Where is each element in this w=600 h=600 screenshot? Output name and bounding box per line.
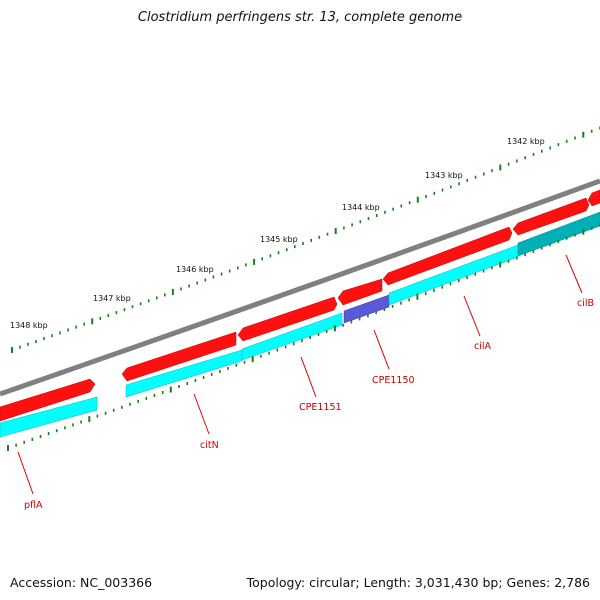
leader-line-cilB xyxy=(565,254,583,294)
map-title: Clostridium perfringens str. 13, complet… xyxy=(137,10,463,25)
ruler-ticks-outer xyxy=(11,126,600,353)
kbp-label-1348: 1348 kbp xyxy=(10,321,48,330)
gene-bar-CPE1151 xyxy=(241,312,343,361)
gene-arrow-7 xyxy=(587,189,600,207)
reverse-strand-track xyxy=(0,211,600,438)
gene-bar-cilB xyxy=(517,211,600,257)
leader-line-cilA xyxy=(463,295,481,337)
leader-line-CPE1151 xyxy=(300,356,317,398)
gene-arrow-4 xyxy=(337,278,383,306)
kbp-label-1342: 1342 kbp xyxy=(507,137,545,146)
leader-line-CPE1150 xyxy=(373,329,390,370)
gene-label-citN: citN xyxy=(200,440,219,451)
leader-line-pflA xyxy=(17,451,34,495)
gene-bar-cilA xyxy=(388,244,519,306)
ruler-labels: 1342 kbp 1343 kbp 1344 kbp 1345 kbp 1346… xyxy=(10,137,545,330)
gene-labels: pflA citN CPE1151 CPE1150 cilA cilB xyxy=(24,298,594,511)
gene-arrow-1 xyxy=(0,378,96,422)
gene-label-CPE1150: CPE1150 xyxy=(372,375,415,386)
kbp-label-1343: 1343 kbp xyxy=(425,171,463,180)
gene-arrow-5 xyxy=(382,226,513,286)
gene-arrow-3 xyxy=(237,296,338,342)
genome-summary-text: Topology: circular; Length: 3,031,430 bp… xyxy=(246,575,590,590)
gene-label-pflA: pflA xyxy=(24,500,43,511)
leader-line-citN xyxy=(193,393,210,435)
gene-bar-pflA-reverse xyxy=(0,396,98,438)
gene-bar-citN xyxy=(125,349,243,398)
genome-backbone xyxy=(0,178,600,397)
forward-strand-track xyxy=(0,189,600,422)
gene-arrow-6 xyxy=(512,197,590,236)
accession-text: Accession: NC_003366 xyxy=(10,575,153,590)
gene-bar-CPE1150 xyxy=(343,294,390,324)
gene-label-cilA: cilA xyxy=(474,341,492,352)
kbp-label-1344: 1344 kbp xyxy=(342,203,380,212)
ruler-ticks-inner xyxy=(7,223,600,451)
kbp-label-1347: 1347 kbp xyxy=(93,294,131,303)
kbp-label-1345: 1345 kbp xyxy=(260,235,298,244)
kbp-label-1346: 1346 kbp xyxy=(176,265,214,274)
gene-label-CPE1151: CPE1151 xyxy=(299,402,342,413)
gene-label-cilB: cilB xyxy=(577,298,594,309)
gene-leader-lines xyxy=(17,254,583,495)
gene-arrow-2 xyxy=(121,331,237,382)
